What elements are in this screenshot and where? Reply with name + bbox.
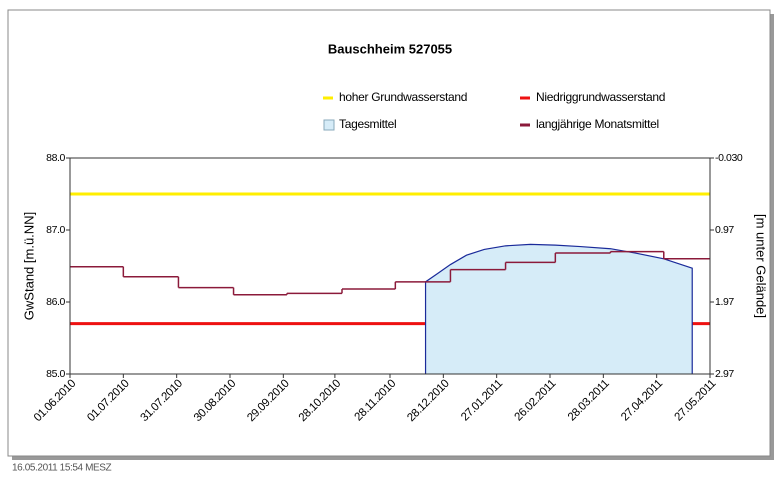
y2-tick-label: 2.97 bbox=[715, 368, 734, 380]
legend-swatch bbox=[323, 119, 335, 131]
legend-label: Tagesmittel bbox=[339, 117, 396, 131]
y-tick-label: 87.0 bbox=[46, 224, 65, 236]
timestamp: 16.05.2011 15:54 MESZ bbox=[12, 463, 112, 474]
y2-axis-label: [m unter Gelände] bbox=[754, 214, 769, 318]
legend-label: Niedriggrundwasserstand bbox=[536, 90, 665, 104]
y-tick-label: 85.0 bbox=[46, 368, 65, 380]
y-tick-label: 86.0 bbox=[46, 296, 65, 308]
area bbox=[425, 244, 693, 374]
area-outline bbox=[424, 243, 693, 374]
y-axis-label: GwStand [m.ü.NN] bbox=[21, 212, 36, 320]
y2-tick-label: 0.97 bbox=[715, 224, 734, 236]
frame bbox=[7, 9, 771, 457]
y-tick-label: 88.0 bbox=[46, 152, 65, 164]
chart-title: Bauschheim 527055 bbox=[328, 41, 452, 56]
legend-label: hoher Grundwasserstand bbox=[339, 90, 467, 104]
y2-tick-label: 1.97 bbox=[715, 296, 734, 308]
y2-tick-label: -0.030 bbox=[715, 152, 743, 164]
legend-label: langjährige Monatsmittel bbox=[536, 117, 659, 131]
